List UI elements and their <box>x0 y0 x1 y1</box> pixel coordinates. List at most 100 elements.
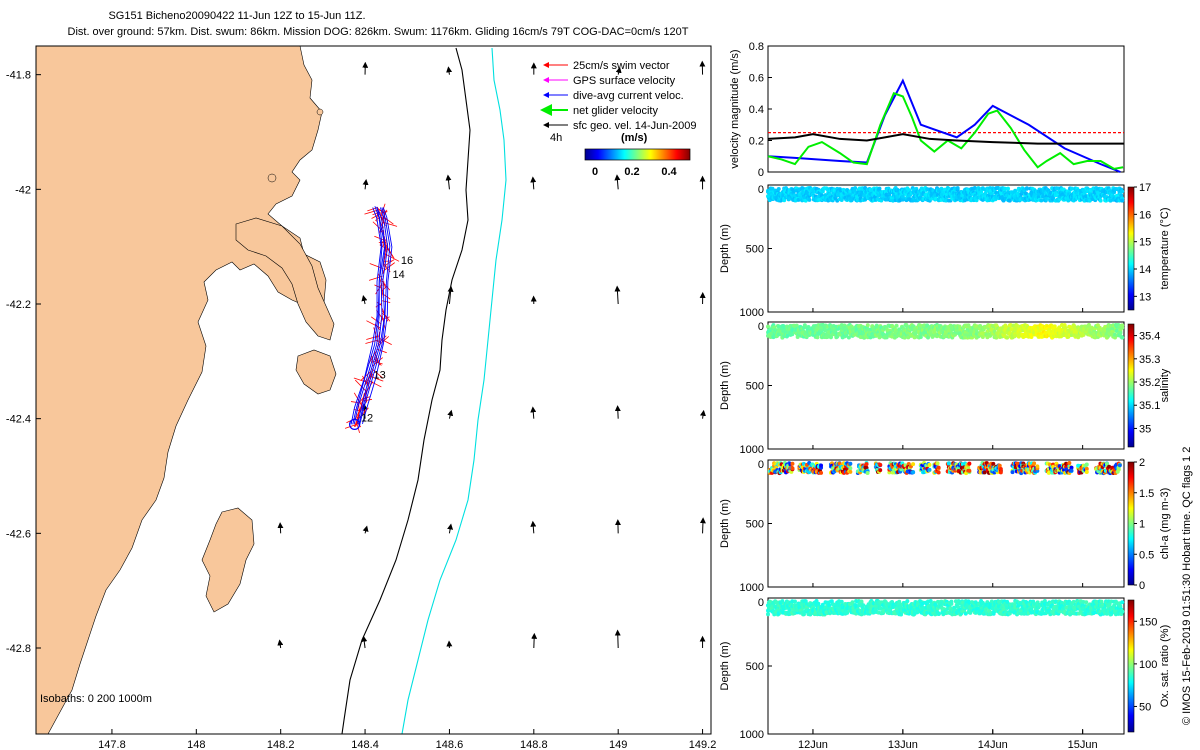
map-frame <box>35 45 712 735</box>
swim-vector <box>365 339 379 344</box>
geo-arrow <box>447 409 454 419</box>
profile-frame-3 <box>767 597 1125 735</box>
map-y-tick-label-3: -42.4 <box>6 414 31 426</box>
depth-ylabel-1: Depth (m) <box>719 361 731 410</box>
profile-point <box>911 462 916 467</box>
depth-ylabel-2: Depth (m) <box>719 499 731 548</box>
swim-vector <box>375 216 382 221</box>
profile-point <box>1113 335 1118 340</box>
swim-vector <box>385 253 400 262</box>
profile-point <box>776 186 781 191</box>
copyright-note: © IMOS 15-Feb-2019 01:51:30 Hobart time.… <box>1181 447 1193 725</box>
geo-arrow <box>699 409 706 419</box>
depth-ylabel-0: Depth (m) <box>719 224 731 273</box>
colorbar-3 <box>1127 599 1135 733</box>
swim-vector <box>353 408 361 412</box>
depth-tick-label-2: 1000 <box>740 307 764 319</box>
depth-tick-label-1: 500 <box>746 381 764 393</box>
profile-point <box>1010 470 1015 475</box>
geo-arrow <box>362 525 369 534</box>
colorbar-tick-label-3: 1.5 <box>1139 488 1154 500</box>
profile-point <box>982 470 987 475</box>
geo-arrow <box>361 403 368 419</box>
profile-point <box>1015 323 1020 328</box>
map-y-ticks: -41.8-42-42.2-42.4-42.6-42.8 <box>6 70 41 655</box>
map-x-tick-label-4: 148.6 <box>436 739 464 750</box>
day-label-2: 14 <box>392 269 404 281</box>
profile-point <box>936 611 941 616</box>
figure-title-line2: Dist. over ground: 57km. Dist. swum: 86k… <box>68 26 689 38</box>
profile-point <box>1035 464 1040 469</box>
swim-vector <box>382 221 398 227</box>
swim-vector <box>368 380 382 388</box>
profile-point <box>1084 600 1089 605</box>
profile-point <box>1024 191 1029 196</box>
profile-point <box>853 186 858 191</box>
profile-point <box>974 328 979 333</box>
swim-vector <box>380 203 386 216</box>
profile-point <box>766 612 770 617</box>
profile-point <box>1007 198 1012 203</box>
profile-point <box>1086 323 1091 328</box>
land-mainland <box>36 46 327 734</box>
profile-point <box>848 461 853 466</box>
profile-point <box>900 194 905 199</box>
swim-vector <box>381 300 391 303</box>
swim-vector <box>369 375 384 382</box>
profile-point <box>846 335 851 340</box>
depth-tick-label-1: 500 <box>746 244 764 256</box>
profile-point <box>1084 462 1089 467</box>
swim-vector <box>381 216 388 221</box>
depth-tick-label-0: 0 <box>758 321 764 333</box>
legend-gps: GPS surface velocity <box>573 75 676 87</box>
geo-arrow <box>614 285 621 305</box>
profile-point <box>983 191 988 196</box>
geo-arrow <box>530 176 537 190</box>
colorbar-1 <box>1127 323 1135 448</box>
profile-point <box>795 334 800 339</box>
geo-arrow <box>361 635 368 649</box>
profile-point <box>1114 328 1119 333</box>
map-x-ticks: 147.8 148 148.2 148.4 148.6 148.8 149 149.2 <box>98 729 716 750</box>
geo-arrow <box>447 285 454 305</box>
profile-point <box>1084 469 1089 474</box>
depth-tick-label-1: 500 <box>746 519 764 531</box>
geo-arrow <box>447 523 454 534</box>
colorbar-label-0: temperature (°C) <box>1159 207 1171 289</box>
dac-track <box>352 206 383 425</box>
glider-track <box>344 203 400 433</box>
profile-point <box>1119 193 1124 198</box>
colorbar-tick-label-1: 14 <box>1139 264 1151 276</box>
depth-tick-label-2: 1000 <box>740 729 764 741</box>
colorbar-tick-label-0: 50 <box>1139 701 1151 713</box>
depth-tick-label-1: 500 <box>746 661 764 673</box>
velocity-y-tick-label-0: 0 <box>758 167 764 179</box>
profile-point <box>865 323 870 328</box>
depth-tick-label-0: 0 <box>758 184 764 196</box>
profile-point <box>998 470 1003 475</box>
time-tick-label-1: 13Jun <box>888 739 918 750</box>
geo-arrow <box>530 406 537 419</box>
profile-point <box>802 323 807 328</box>
profile-frame-1 <box>767 321 1125 450</box>
profile-point <box>1107 464 1112 469</box>
profile-point <box>790 466 795 471</box>
profile-frame-2 <box>767 459 1125 588</box>
map-y-tick-label-1: -42 <box>15 184 31 196</box>
geo-arrow <box>277 639 284 649</box>
swim-vector <box>362 375 368 385</box>
profile-point <box>815 335 820 340</box>
dac-track <box>357 207 386 424</box>
profile-point <box>766 324 770 329</box>
time-tick-label-2: 14Jun <box>978 739 1008 750</box>
colorbar-tick-label-4: 2 <box>1139 457 1145 469</box>
swim-vector <box>360 370 372 381</box>
profile-point <box>927 467 932 472</box>
swim-vector <box>360 393 365 409</box>
map-y-tick-label-5: -42.8 <box>6 643 31 655</box>
figure-title-line1: SG151 Bicheno20090422 11-Jun 12Z to 15-J… <box>108 10 365 22</box>
